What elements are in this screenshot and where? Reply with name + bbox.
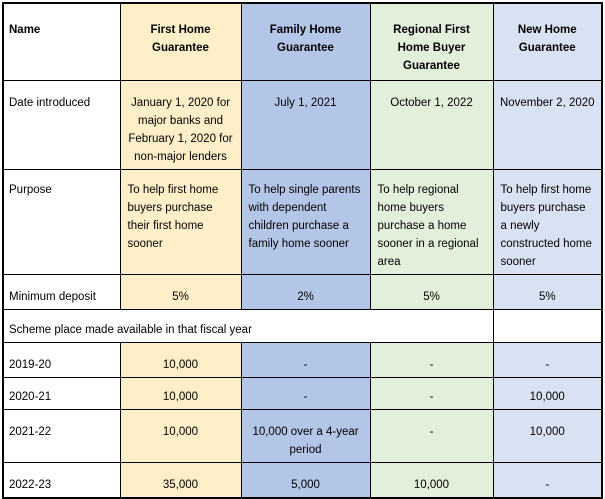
row-purpose: Purpose To help first home buyers purcha… bbox=[2, 168, 603, 275]
cell-deposit-new-home: 5% bbox=[492, 273, 603, 310]
row-2022-23: 2022-23 35,000 5,000 10,000 - bbox=[2, 461, 603, 498]
row-2021-22: 2021-22 10,000 10,000 over a 4-year peri… bbox=[2, 408, 603, 463]
cell-2021-22-regional: - bbox=[369, 408, 494, 463]
cell-2020-21-new-home: 10,000 bbox=[492, 376, 603, 410]
cell-date-regional: October 1, 2022 bbox=[369, 79, 494, 170]
cell-deposit-regional: 5% bbox=[369, 273, 494, 310]
column-header-regional-first-home-buyer-guarantee: Regional First Home Buyer Guarantee bbox=[369, 2, 494, 81]
cell-purpose-first-home: To help first home buyers purchase their… bbox=[119, 168, 242, 275]
cell-deposit-family-home: 2% bbox=[240, 273, 371, 310]
cell-2019-20-new-home: - bbox=[492, 341, 603, 378]
column-header-family-home-guarantee: Family Home Guarantee bbox=[240, 2, 371, 81]
row-2019-20: 2019-20 10,000 - - - bbox=[2, 341, 603, 378]
cell-purpose-new-home: To help first home buyers purchase a new… bbox=[492, 168, 603, 275]
cell-2021-22-family-home: 10,000 over a 4-year period bbox=[240, 408, 371, 463]
cell-2020-21-first-home: 10,000 bbox=[119, 376, 242, 410]
row-label-2019-20: 2019-20 bbox=[2, 341, 121, 378]
row-label-minimum-deposit: Minimum deposit bbox=[2, 273, 121, 310]
row-label-purpose: Purpose bbox=[2, 168, 121, 275]
column-header-new-home-guarantee: New Home Guarantee bbox=[492, 2, 603, 81]
row-2020-21: 2020-21 10,000 - - 10,000 bbox=[2, 376, 603, 410]
cell-2019-20-first-home: 10,000 bbox=[119, 341, 242, 378]
cell-2020-21-regional: - bbox=[369, 376, 494, 410]
corner-header-name: Name bbox=[2, 2, 121, 81]
cell-2020-21-family-home: - bbox=[240, 376, 371, 410]
cell-2021-22-first-home: 10,000 bbox=[119, 408, 242, 463]
cell-2022-23-family-home: 5,000 bbox=[240, 461, 371, 498]
cell-2022-23-first-home: 35,000 bbox=[119, 461, 242, 498]
cell-2022-23-new-home: - bbox=[492, 461, 603, 498]
cell-deposit-first-home: 5% bbox=[119, 273, 242, 310]
section-empty-cell bbox=[492, 308, 603, 343]
cell-2019-20-family-home: - bbox=[240, 341, 371, 378]
cell-purpose-regional: To help regional home buyers purchase a … bbox=[369, 168, 494, 275]
cell-purpose-family-home: To help single parents with dependent ch… bbox=[240, 168, 371, 275]
cell-date-first-home: January 1, 2020 for major banks and Febr… bbox=[119, 79, 242, 170]
row-label-2021-22: 2021-22 bbox=[2, 408, 121, 463]
row-label-date-introduced: Date introduced bbox=[2, 79, 121, 170]
cell-date-new-home: November 2, 2020 bbox=[492, 79, 603, 170]
header-row: Name First Home Guarantee Family Home Gu… bbox=[2, 2, 603, 81]
cell-2021-22-new-home: 10,000 bbox=[492, 408, 603, 463]
row-section-header: Scheme place made available in that fisc… bbox=[2, 308, 603, 343]
row-minimum-deposit: Minimum deposit 5% 2% 5% 5% bbox=[2, 273, 603, 310]
column-header-first-home-guarantee: First Home Guarantee bbox=[119, 2, 242, 81]
cell-date-family-home: July 1, 2021 bbox=[240, 79, 371, 170]
cell-2019-20-regional: - bbox=[369, 341, 494, 378]
row-label-2022-23: 2022-23 bbox=[2, 461, 121, 498]
row-label-2020-21: 2020-21 bbox=[2, 376, 121, 410]
row-date-introduced: Date introduced January 1, 2020 for majo… bbox=[2, 79, 603, 170]
cell-2022-23-regional: 10,000 bbox=[369, 461, 494, 498]
section-label-scheme-places: Scheme place made available in that fisc… bbox=[2, 308, 494, 343]
